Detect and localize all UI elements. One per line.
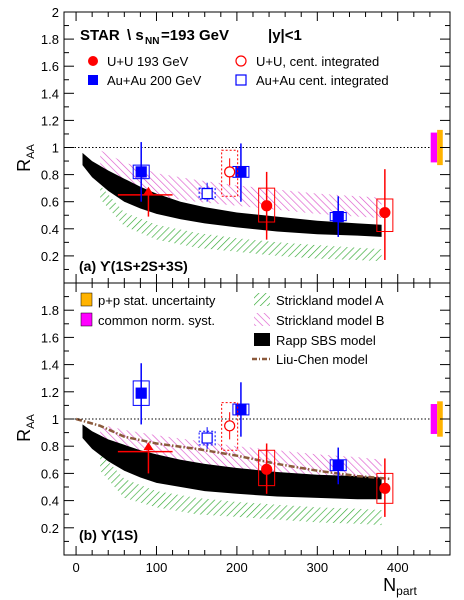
panel-top: 0.2 0.4 0.6 0.8 1 1.2 1.4 1.6 1.8 2 STAR \ s NN =… (41, 5, 451, 284)
y-tick-label: 1.2 (41, 113, 59, 128)
y-tick-label: 1 (52, 141, 59, 156)
header-energy-value: =193 GeV (161, 27, 229, 44)
x-tick-label: 400 (387, 560, 409, 575)
y-axis-label-top: RAA (14, 144, 37, 172)
point-uu-int-sys (221, 149, 239, 197)
band-strickland-a (100, 185, 382, 262)
legend-strickland-a-marker (254, 293, 270, 306)
point-uu (379, 206, 391, 219)
y-tick-label: 1.2 (41, 385, 59, 400)
panel-bottom: 0.2 0.4 0.6 0.8 1 1.2 1.4 1.6 1.8 0 100 200 300 400 p… (41, 282, 451, 575)
y-axis-label-top-sub: AA (25, 144, 37, 159)
legend-liu-chen-label: Liu-Chen model (276, 352, 368, 367)
y-tick-label: 1.6 (41, 59, 59, 74)
band-strickland-b (100, 150, 382, 218)
y-tick-label: 0.2 (41, 249, 59, 264)
header-rapidity: |y|<1 (268, 27, 302, 44)
legend-uu-int-label: U+U, cent. integrated (256, 54, 379, 69)
line-liu-chen (75, 417, 390, 481)
y-tick-label: 0.4 (41, 494, 59, 509)
legend-rapp-label: Rapp SBS model (276, 333, 376, 348)
x-axis-label: Npart (383, 575, 417, 598)
x-axis-label-main: N (383, 575, 396, 595)
y-tick-label: 2 (52, 5, 59, 20)
header-energy-sub: NN (145, 36, 159, 47)
y-tick-label: 1.4 (41, 86, 59, 101)
y-axis-label-top-main: R (14, 159, 34, 172)
legend-rapp-marker (254, 333, 270, 346)
band-rapp (82, 424, 382, 500)
point-auau-int (201, 432, 213, 444)
y-tick-label: 1.6 (41, 330, 59, 345)
legend-bottom: p+p stat. uncertainty common norm. syst.… (80, 292, 384, 367)
x-tick-label: 100 (146, 560, 168, 575)
point-uu-arrow (143, 186, 154, 195)
box-pp (437, 129, 443, 166)
legend-uu-int-marker (235, 55, 247, 67)
y-tick-label: 0.4 (41, 222, 59, 237)
point-uu-int (224, 420, 236, 432)
y-tick-label: 0.6 (41, 466, 59, 481)
legend-auau-int-label: Au+Au cent. integrated (256, 73, 389, 88)
header-experiment: STAR (80, 27, 120, 44)
legend-uu-marker (88, 56, 98, 66)
y-axis-label-bottom: RAA (14, 414, 37, 442)
y-tick-label: 1 (52, 412, 59, 427)
point-auau-int (201, 187, 213, 200)
panel-label-top: (a) ϒ(1S+2S+3S) (79, 258, 188, 274)
legend-strickland-b-marker (254, 313, 270, 326)
legend-norm-marker (80, 312, 93, 327)
y-axis-label-bottom-sub: AA (25, 414, 37, 429)
legend-top: U+U 193 GeV U+U, cent. integrated Au+Au … (88, 54, 389, 88)
box-norm (430, 404, 438, 434)
y-tick-label: 0.8 (41, 168, 59, 183)
x-axis-label-sub: part (396, 584, 417, 598)
box-norm (430, 132, 438, 163)
band-strickland-b (100, 424, 382, 483)
legend-uu-label: U+U 193 GeV (107, 54, 189, 69)
point-uu (261, 463, 273, 475)
point-uu-arrow (143, 442, 154, 451)
point-auau (135, 166, 147, 178)
legend-auau-marker (88, 75, 98, 85)
y-tick-label: 0.8 (41, 439, 59, 454)
point-uu-int (224, 166, 236, 178)
x-tick-label: 0 (72, 560, 79, 575)
point-auau (235, 403, 247, 416)
legend-norm-label: common norm. syst. (98, 313, 215, 328)
header-energy: \ s (127, 27, 144, 44)
header: STAR \ s NN =193 GeV |y|<1 (80, 27, 302, 47)
x-tick-label: 300 (306, 560, 328, 575)
band-strickland-a (100, 453, 382, 526)
point-uu (379, 482, 391, 494)
point-auau (135, 387, 147, 399)
panel-label-bottom: (b) ϒ(1S) (79, 527, 138, 543)
y-tick-label: 1.4 (41, 358, 59, 373)
legend-auau-label: Au+Au 200 GeV (107, 73, 202, 88)
y-tick-label: 0.2 (41, 521, 59, 536)
point-auau (235, 166, 247, 178)
y-axis-label-bottom-main: R (14, 429, 34, 442)
point-auau (332, 459, 344, 471)
box-pp (437, 401, 443, 437)
point-uu (261, 200, 273, 212)
y-tick-label: 1.8 (41, 303, 59, 318)
legend-strickland-b-label: Strickland model B (276, 313, 384, 328)
y-tick-label: 1.8 (41, 32, 59, 47)
point-uu-int-sys (221, 402, 239, 451)
x-tick-label: 200 (226, 560, 248, 575)
y-tick-label: 0.6 (41, 195, 59, 210)
legend-pp-marker (80, 292, 93, 307)
point-auau (332, 211, 344, 223)
legend-pp-label: p+p stat. uncertainty (98, 293, 216, 308)
legend-strickland-a-label: Strickland model A (276, 293, 384, 308)
legend-auau-int-marker (235, 74, 247, 86)
